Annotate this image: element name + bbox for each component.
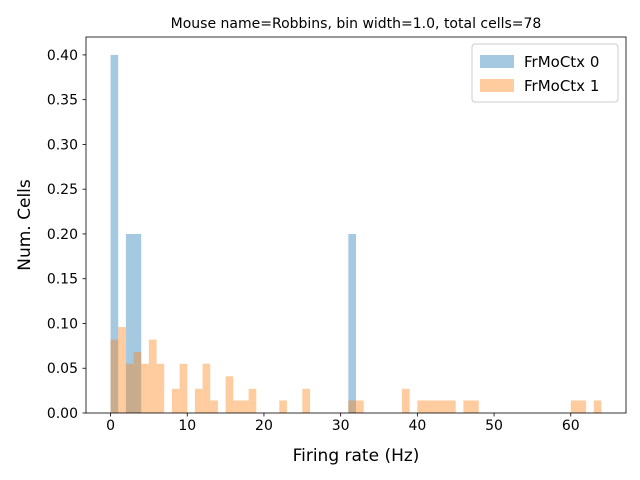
x-tick-label: 40 — [408, 418, 426, 434]
x-tick-label: 20 — [255, 418, 273, 434]
histogram-bar-series-1 — [233, 400, 241, 413]
histogram-bar-series-1 — [156, 363, 165, 413]
histogram-bar-series-1 — [463, 400, 472, 413]
histogram-bar-series-1 — [141, 363, 149, 413]
legend-box — [471, 43, 619, 103]
histogram-bar-series-1 — [125, 363, 134, 413]
y-tick-label: 0.30 — [47, 137, 78, 153]
histogram-bar-series-0 — [125, 233, 134, 413]
histogram-bar-series-1 — [417, 400, 426, 413]
histogram-bar-series-0 — [110, 54, 119, 414]
histogram-bar-series-1 — [440, 400, 449, 413]
histogram-bar-series-1 — [593, 400, 602, 413]
y-tick-label: 0.40 — [47, 48, 78, 64]
histogram-bar-series-1 — [402, 388, 410, 413]
legend-label: FrMoCtx 1 — [524, 77, 599, 95]
histogram-bar-series-1 — [302, 388, 310, 413]
y-tick-label: 0.10 — [47, 316, 78, 332]
histogram-bar-series-1 — [133, 352, 142, 413]
histogram-bar-series-1 — [179, 363, 188, 413]
legend-label: FrMoCtx 0 — [524, 53, 599, 71]
y-tick-label: 0.05 — [47, 361, 78, 377]
chart-title: Mouse name=Robbins, bin width=1.0, total… — [171, 16, 542, 32]
legend: FrMoCtx 0 FrMoCtx 1 — [471, 43, 619, 103]
histogram-bar-series-0 — [348, 233, 356, 413]
histogram-bar-series-1 — [225, 376, 234, 413]
histogram-bar-series-1 — [471, 400, 479, 413]
histogram-bar-series-1 — [348, 400, 356, 413]
histogram-bar-series-1 — [210, 400, 218, 413]
y-tick-label: 0.20 — [47, 227, 78, 243]
histogram-bar-series-1 — [240, 400, 249, 413]
x-tick-label: 30 — [332, 418, 350, 434]
histogram-bar-series-1 — [448, 400, 456, 413]
y-tick-label: 0.00 — [47, 406, 78, 422]
y-tick-label: 0.15 — [47, 272, 78, 288]
y-tick-label: 0.25 — [47, 182, 78, 198]
histogram-bar-series-1 — [148, 339, 157, 413]
histogram-bar-series-1 — [570, 400, 579, 413]
y-tick-label: 0.35 — [47, 93, 78, 109]
legend-swatch — [480, 55, 514, 68]
histogram-bar-series-1 — [578, 400, 587, 413]
x-tick-label: 60 — [562, 418, 580, 434]
histogram-bar-series-0 — [133, 233, 142, 413]
x-tick-label: 10 — [178, 418, 196, 434]
x-tick-label: 0 — [106, 418, 115, 434]
histogram-bar-series-1 — [356, 400, 364, 413]
histogram-bar-series-1 — [279, 400, 287, 413]
x-tick-label: 50 — [485, 418, 503, 434]
histogram-bar-series-1 — [202, 363, 211, 413]
legend-swatch — [480, 79, 514, 92]
axes-frame — [85, 36, 627, 414]
y-axis-label: Num. Cells — [15, 179, 35, 271]
histogram-bar-series-1 — [432, 400, 441, 413]
x-axis-label: Firing rate (Hz) — [293, 446, 420, 466]
histogram-bar-series-1 — [194, 388, 203, 413]
histogram-bar-series-1 — [118, 327, 126, 413]
histogram-bar-series-1 — [171, 388, 180, 413]
bars-group — [110, 54, 602, 414]
histogram-bar-series-1 — [110, 339, 119, 413]
histogram-bar-series-1 — [425, 400, 433, 413]
histogram-bar-series-1 — [248, 388, 257, 413]
axes-group: 0 10 20 30 40 50 60 0.00 0.05 0.10 0.15 0.20 0.25 0.3… — [47, 36, 627, 434]
